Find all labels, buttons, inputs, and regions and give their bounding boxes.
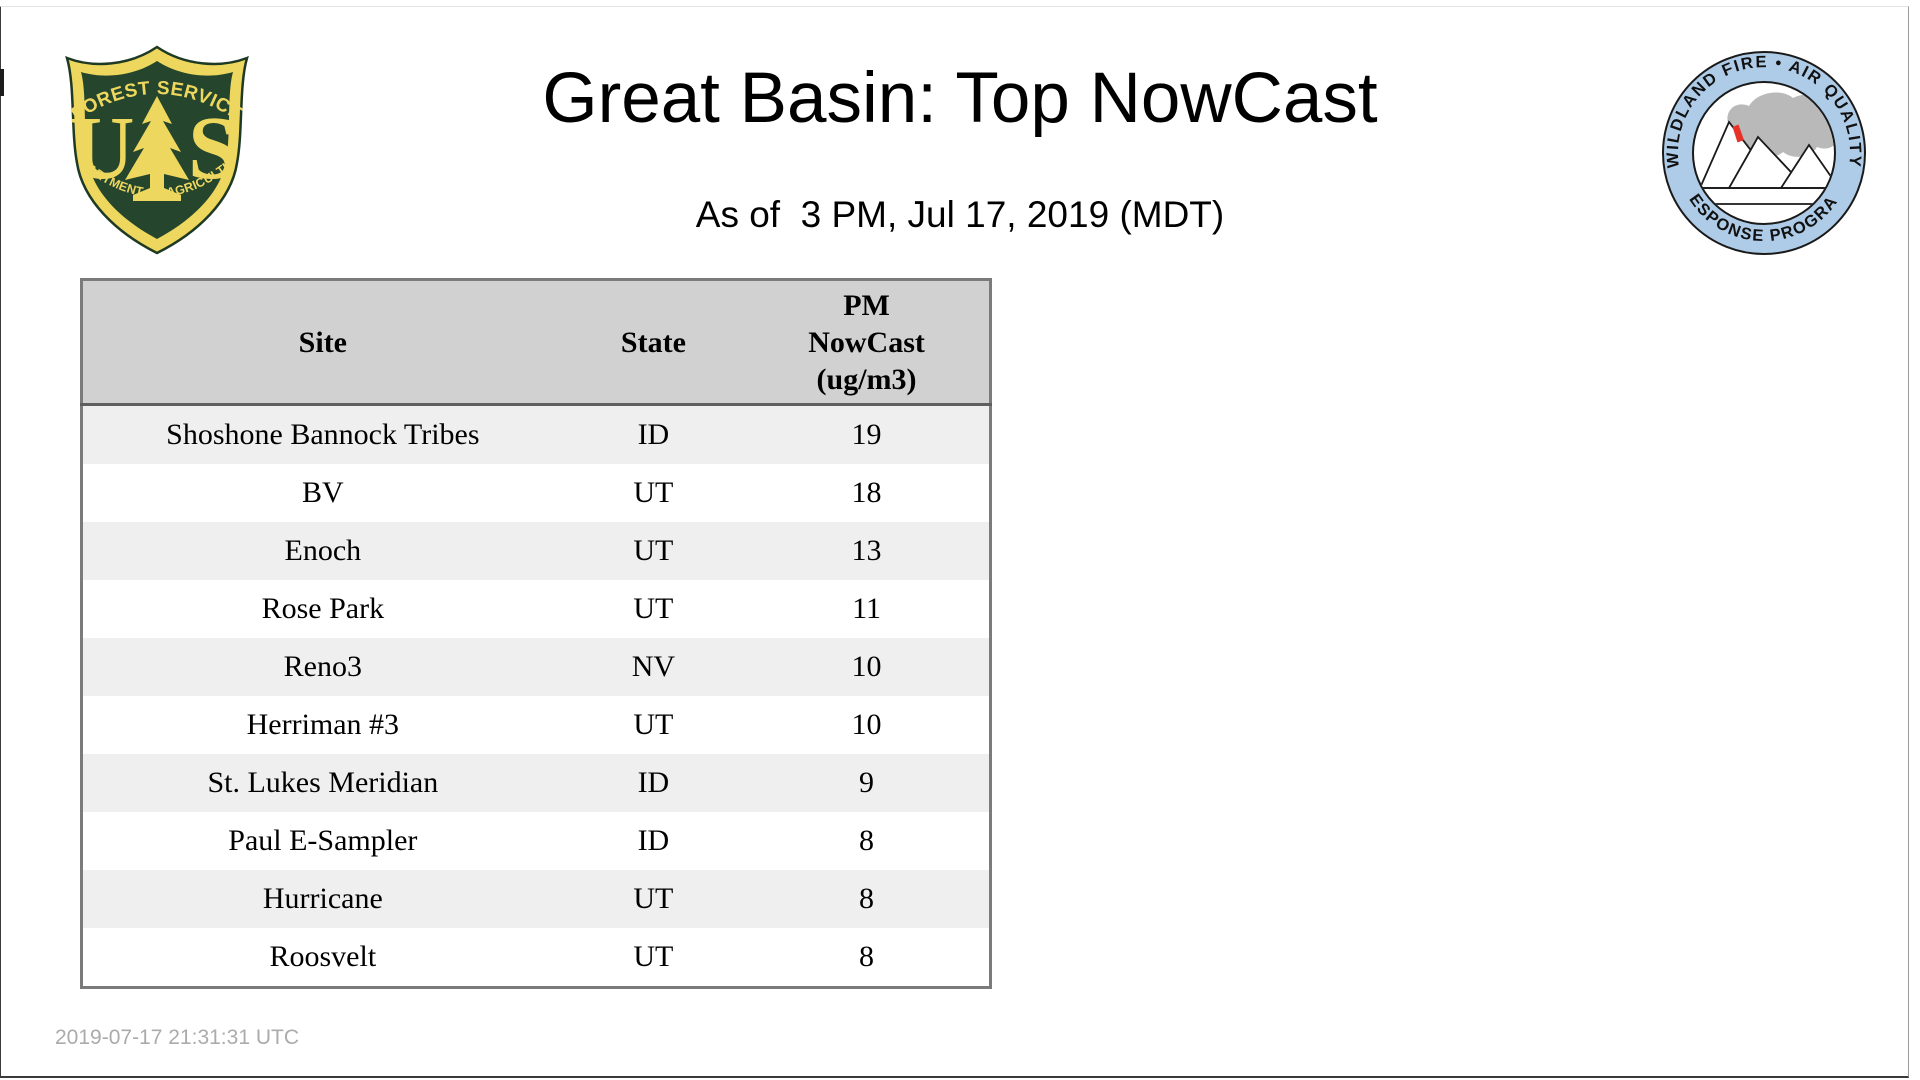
state-cell: UT (633, 708, 674, 741)
pm-value-cell: 10 (851, 650, 882, 683)
state-cell: ID (637, 766, 670, 799)
pm-value-cell: 9 (859, 766, 875, 799)
left-edge-artifact (0, 69, 4, 96)
nowcast-table: Site State PM NowCast (ug/m3) Shoshone B… (80, 278, 992, 989)
table-row: Enoch UT 13 (81, 522, 991, 580)
table-row: Rose Park UT 11 (81, 580, 991, 638)
fire-mark-icon (1732, 124, 1744, 143)
nowcast-table-header: Site State PM NowCast (ug/m3) (81, 279, 991, 406)
state-cell: ID (637, 418, 670, 451)
site-cell: Paul E-Sampler (228, 824, 418, 857)
table-row: Reno3 NV 10 (81, 638, 991, 696)
state-cell: NV (631, 650, 676, 683)
site-cell: St. Lukes Meridian (207, 766, 439, 799)
state-cell: UT (633, 592, 674, 625)
page-subtitle: As of 3 PM, Jul 17, 2019 (MDT) (695, 194, 1225, 235)
pm-value-cell: 10 (851, 708, 882, 741)
state-cell: UT (633, 882, 674, 915)
column-header-site: Site (81, 279, 563, 406)
table-row: Paul E-Sampler ID 8 (81, 812, 991, 870)
state-cell: UT (633, 534, 674, 567)
usfs-letter-u: U (70, 99, 135, 198)
pm-value-cell: 13 (851, 534, 882, 567)
site-cell: Roosvelt (269, 940, 377, 973)
state-cell: UT (633, 476, 674, 509)
table-row: Herriman #3 UT 10 (81, 696, 991, 754)
pm-value-cell: 8 (859, 882, 875, 915)
pm-value-cell: 19 (851, 418, 882, 451)
table-row: St. Lukes Meridian ID 9 (81, 754, 991, 812)
site-cell: Herriman #3 (246, 708, 400, 741)
pine-tree-icon (125, 96, 189, 201)
table-row: Shoshone Bannock Tribes ID 19 (81, 404, 991, 464)
wfaqrp-logo-icon: WILDLAND FIRE • AIR QUALITY RESPONSE PRO… (1659, 48, 1866, 255)
site-cell: BV (302, 476, 344, 509)
table-row: BV UT 18 (81, 464, 991, 522)
site-cell: Reno3 (283, 650, 362, 683)
column-header-state: State (562, 279, 745, 406)
state-cell: ID (637, 824, 670, 857)
site-cell: Shoshone Bannock Tribes (166, 418, 480, 451)
column-header-pm-nowcast-label: PM NowCast (ug/m3) (808, 288, 925, 396)
pm-value-cell: 8 (859, 940, 875, 973)
table-row: Hurricane UT 8 (81, 870, 991, 928)
nowcast-table-body: Shoshone Bannock Tribes ID 19 BV UT 18 E… (81, 404, 991, 988)
page-title: Great Basin: Top NowCast (542, 59, 1378, 138)
pm-value-cell: 11 (852, 592, 881, 625)
column-header-pm-nowcast: PM NowCast (ug/m3) (744, 279, 991, 406)
site-cell: Hurricane (262, 882, 383, 915)
site-cell: Enoch (284, 534, 362, 567)
footer-timestamp: 2019-07-17 21:31:31 UTC (55, 1026, 299, 1049)
site-cell: Rose Park (261, 592, 385, 625)
state-cell: UT (633, 940, 674, 973)
table-row: Roosvelt UT 8 (81, 928, 991, 988)
usfs-letter-s: S (188, 99, 238, 198)
pm-value-cell: 8 (859, 824, 875, 857)
usfs-shield-logo-icon: FOREST SERVICE DEPARTMENT OF AGRICULTURE… (57, 40, 249, 255)
pm-value-cell: 18 (851, 476, 882, 509)
